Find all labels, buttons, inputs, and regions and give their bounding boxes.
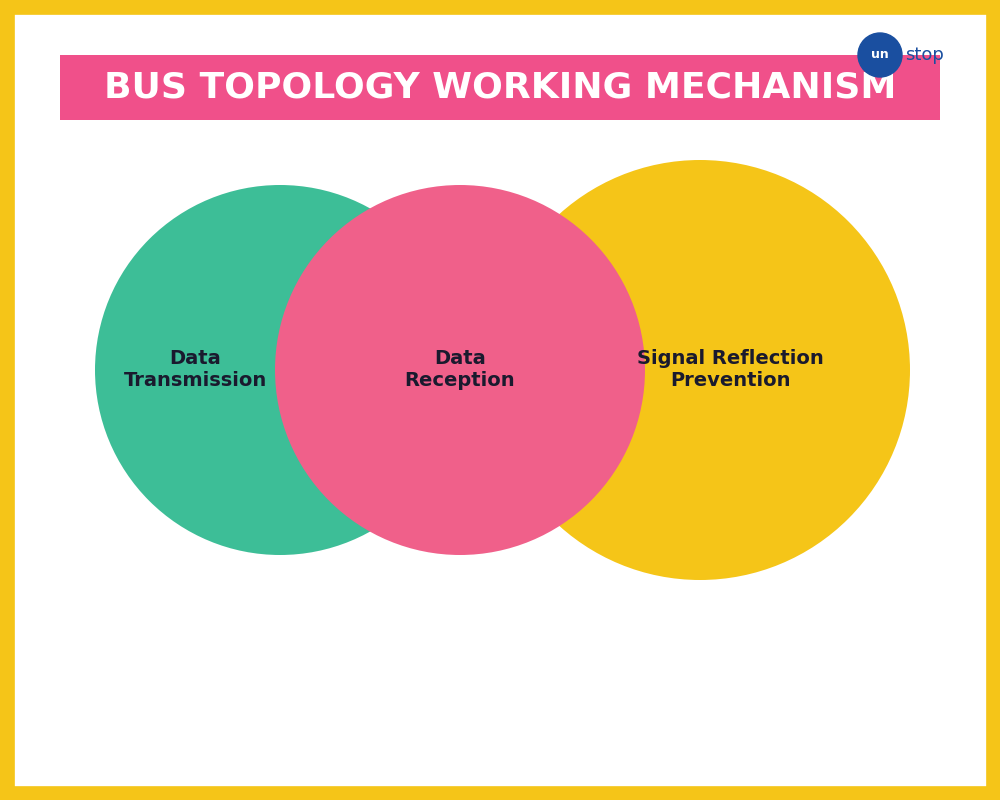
Text: un: un [871, 49, 889, 62]
Text: Data
Reception: Data Reception [405, 350, 515, 390]
Text: BUS TOPOLOGY WORKING MECHANISM: BUS TOPOLOGY WORKING MECHANISM [104, 70, 896, 105]
Text: stop: stop [905, 46, 943, 64]
Circle shape [858, 33, 902, 77]
Circle shape [490, 160, 910, 580]
Circle shape [95, 185, 465, 555]
Text: Data
Transmission: Data Transmission [123, 350, 267, 390]
Circle shape [275, 185, 645, 555]
Text: Signal Reflection
Prevention: Signal Reflection Prevention [637, 350, 823, 390]
FancyBboxPatch shape [60, 55, 940, 120]
